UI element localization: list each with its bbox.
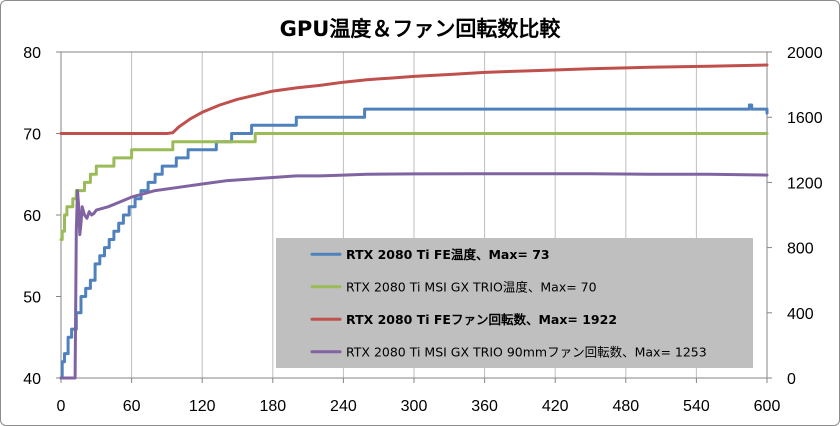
- series-line-3: [59, 63, 769, 135]
- y-right-tick-label: 400: [787, 306, 814, 323]
- legend-label: RTX 2080 Ti MSI GX TRIO温度、Max= 70: [346, 279, 597, 294]
- y-left-tick-label: 50: [23, 290, 41, 307]
- x-tick-label: 300: [401, 398, 428, 415]
- y-right-tick-label: 1600: [787, 110, 823, 127]
- y-left-tick-label: 40: [23, 371, 41, 388]
- x-tick-label: 120: [189, 398, 216, 415]
- series-line-2: [59, 132, 769, 241]
- x-tick-label: 240: [330, 398, 357, 415]
- y-right-tick-label: 0: [787, 371, 796, 388]
- chart-title: GPU温度＆ファン回転数比較: [280, 17, 562, 41]
- x-tick-label: 540: [683, 398, 710, 415]
- y-right-tick-label: 2000: [787, 45, 823, 62]
- x-tick-label: 180: [259, 398, 286, 415]
- y-left-tick-label: 60: [23, 208, 41, 225]
- x-tick-label: 0: [57, 398, 66, 415]
- x-tick-label: 600: [754, 398, 781, 415]
- y-right-tick-label: 800: [787, 241, 814, 258]
- series-line-1: [59, 103, 769, 380]
- legend-box: [276, 238, 753, 368]
- x-tick-label: 480: [612, 398, 639, 415]
- y-left-tick-label: 80: [23, 45, 41, 62]
- legend-label: RTX 2080 Ti MSI GX TRIO 90mmファン回転数、Max= …: [346, 344, 707, 359]
- y-left-tick-label: 70: [23, 127, 41, 144]
- x-tick-label: 60: [123, 398, 141, 415]
- y-right-tick-label: 1200: [787, 175, 823, 192]
- x-tick-label: 360: [471, 398, 498, 415]
- series-line-4: [59, 172, 769, 380]
- x-tick-label: 420: [542, 398, 569, 415]
- legend-label: RTX 2080 Ti FEファン回転数、Max= 1922: [346, 312, 617, 327]
- legend-label: RTX 2080 Ti FE温度、Max= 73: [346, 247, 550, 262]
